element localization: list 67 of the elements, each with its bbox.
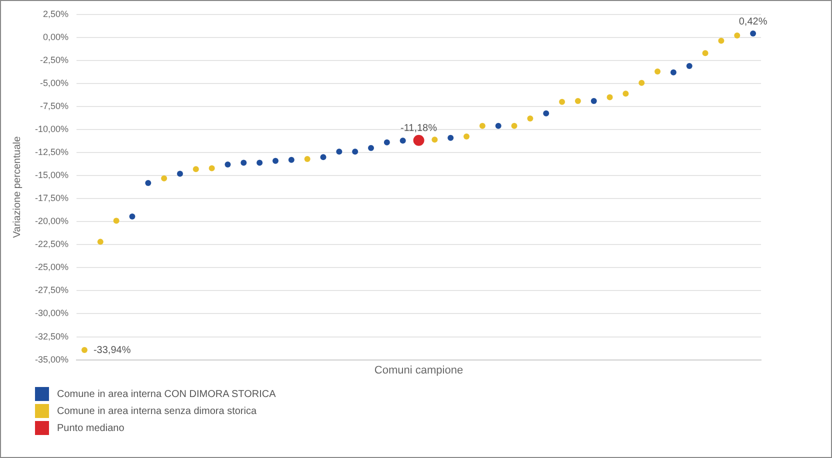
data-label: -11,18%	[400, 123, 438, 134]
y-tick-label: -27,50%	[34, 285, 69, 296]
point	[590, 98, 597, 104]
point	[702, 50, 708, 56]
y-tick-label: -22,50%	[34, 239, 69, 250]
x-axis-title: Comuni campione	[374, 364, 464, 376]
point	[81, 347, 88, 354]
point	[97, 238, 104, 245]
y-tick-label: -15,00%	[34, 170, 69, 180]
point	[208, 165, 215, 172]
point	[272, 158, 278, 164]
point	[432, 136, 438, 143]
y-tick-label: -12,50%	[34, 147, 69, 158]
y-tick-label: -10,00%	[34, 124, 69, 134]
point	[495, 122, 502, 129]
y-tick-label: -17,50%	[34, 193, 69, 204]
point	[543, 110, 550, 116]
point	[413, 134, 424, 146]
point	[638, 80, 645, 86]
y-axis-title: Variazione percentuale	[12, 136, 23, 238]
y-tick-label: -7,50%	[40, 100, 69, 111]
y-tick-label: -20,00%	[34, 216, 69, 226]
point	[527, 115, 534, 122]
point	[670, 69, 676, 76]
legend-label: Comune in area interna CON DIMORA STORICA	[57, 388, 276, 400]
point	[256, 160, 263, 166]
point	[384, 139, 390, 146]
point	[176, 170, 183, 177]
point	[129, 213, 136, 220]
data-label: 0,42%	[738, 16, 768, 28]
point	[161, 175, 168, 182]
point	[336, 148, 342, 155]
y-tick-label: 0,00%	[42, 32, 69, 42]
legend-label: Comune in area interna senza dimora storica	[57, 406, 257, 416]
point	[304, 156, 310, 162]
point	[113, 218, 120, 224]
point	[145, 180, 152, 186]
data-label: -33,94%	[93, 344, 131, 356]
point	[368, 144, 374, 151]
point	[606, 94, 613, 100]
y-tick-label: -5,00%	[40, 78, 69, 88]
point	[352, 148, 358, 155]
y-tick-label: -32,50%	[34, 331, 69, 342]
point	[750, 30, 756, 37]
point	[464, 134, 470, 140]
legend-label: Punto mediano	[57, 422, 124, 434]
y-tick-label: -25,00%	[34, 262, 69, 272]
point	[240, 160, 247, 166]
y-tick-label: -30,00%	[34, 308, 69, 318]
point	[559, 98, 566, 105]
y-tick-label: -35,00%	[34, 354, 69, 364]
point	[479, 122, 486, 129]
point	[734, 32, 740, 38]
y-tick-label: 2,50%	[42, 8, 69, 19]
point	[622, 90, 629, 97]
point	[224, 162, 231, 168]
point	[511, 122, 518, 129]
point	[400, 138, 406, 144]
point	[192, 166, 199, 172]
point	[288, 156, 294, 163]
point	[686, 62, 692, 69]
point	[654, 68, 661, 75]
point	[574, 98, 581, 104]
y-tick-label: -2,50%	[40, 54, 69, 65]
point	[448, 134, 454, 141]
point	[718, 38, 724, 44]
point	[320, 154, 326, 160]
